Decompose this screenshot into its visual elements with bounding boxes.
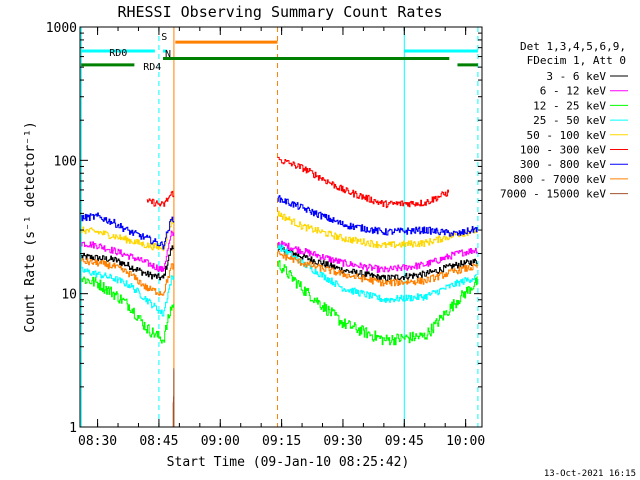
y-tick-label: 100: [54, 154, 77, 169]
y-tick-label: 1000: [46, 21, 77, 36]
x-axis-label: Start Time (09-Jan-10 08:25:42): [167, 455, 410, 470]
series-line-7: [81, 195, 478, 250]
plot-frame: [79, 26, 483, 428]
y-tick-label: 10: [61, 288, 77, 303]
legend-label: 6 - 12 keV: [540, 85, 607, 98]
state-bar-label: RD4: [143, 62, 161, 73]
legend-label: 50 - 100 keV: [527, 129, 607, 142]
series-line-5: [81, 210, 478, 252]
legend-label: 3 - 6 keV: [546, 70, 606, 83]
x-tick-label: 09:45: [385, 434, 424, 449]
footer-timestamp: 13-Oct-2021 16:15: [544, 469, 636, 479]
state-bar-label: S: [161, 32, 167, 43]
series-line-2: [81, 230, 478, 273]
state-bar-label: N: [165, 49, 171, 60]
x-tick-label: 09:15: [262, 434, 301, 449]
series-line-6: [146, 156, 449, 209]
legend-label: 300 - 800 keV: [520, 158, 606, 171]
y-tick-label: 1: [69, 421, 77, 436]
plot-area: SN RD0 RD4: [79, 26, 483, 428]
legend-label: 100 - 300 keV: [520, 144, 606, 157]
legend-label: 25 - 50 keV: [533, 114, 606, 127]
legend-header: Det 1,3,4,5,6,9,: [520, 40, 626, 53]
legend: Det 1,3,4,5,6,9,FDecim 1, Att 0 3 - 6 keV…: [500, 40, 628, 201]
x-tick-label: 08:45: [139, 434, 178, 449]
x-tick-label: 10:00: [446, 434, 485, 449]
legend-label: 7000 - 15000 keV: [500, 188, 606, 201]
chart-title: RHESSI Observing Summary Count Rates: [117, 3, 442, 21]
x-tick-label: 08:30: [78, 434, 117, 449]
series-line-1: [81, 245, 478, 282]
series-line-8: [81, 250, 478, 296]
series-line-9: [172, 368, 175, 428]
series-line-4: [81, 244, 478, 317]
y-axis-label: Count Rate (s⁻¹ detector⁻¹): [23, 121, 38, 332]
series-line-3: [81, 260, 478, 346]
legend-header: FDecim 1, Att 0: [527, 54, 626, 67]
legend-label: 12 - 25 keV: [533, 99, 606, 112]
x-tick-label: 09:00: [201, 434, 240, 449]
x-tick-label: 09:30: [323, 434, 362, 449]
state-bar-label: RD0: [109, 48, 127, 59]
legend-label: 800 - 7000 keV: [513, 173, 606, 186]
